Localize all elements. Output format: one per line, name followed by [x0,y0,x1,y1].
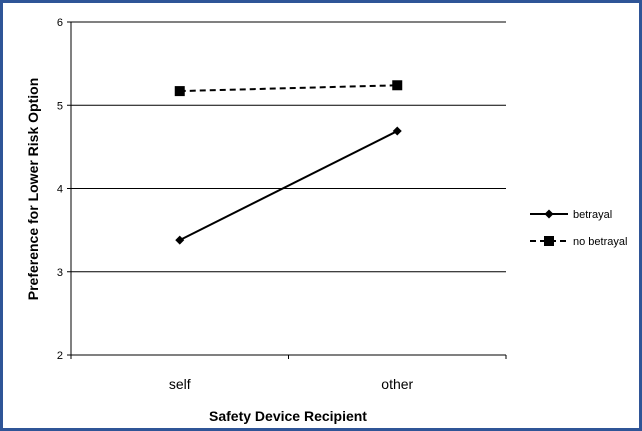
legend-marker [544,236,554,246]
y-tick-label: 6 [57,17,63,29]
y-tick-label: 3 [57,267,63,279]
data-point-betrayal [175,235,185,245]
y-tick-label: 5 [57,100,63,112]
data-point-no-betrayal [174,86,185,97]
legend: betrayal no betrayal [530,209,627,248]
legend-label: no betrayal [573,236,627,248]
axes [67,21,507,359]
x-tick-labels: self other [169,376,414,392]
legend-label: betrayal [573,209,612,221]
data-point-betrayal [392,126,402,136]
x-tick-label: self [169,376,191,392]
legend-marker [544,209,554,219]
legend-item-no-betrayal: no betrayal [530,236,627,248]
legend-item-betrayal: betrayal [530,209,612,221]
series-no-betrayal [174,80,403,97]
y-tick-label: 4 [57,184,63,196]
x-axis-title: Safety Device Recipient [209,408,367,424]
data-point-no-betrayal [392,80,403,91]
y-tick-labels: 2 3 4 5 6 [57,17,63,362]
gridlines [71,21,506,273]
series-line-no-betrayal [179,84,398,93]
y-axis-title: Preference for Lower Risk Option [25,78,41,301]
series-layer [174,80,403,245]
y-tick-label: 2 [57,350,63,362]
x-tick-label: other [381,376,413,392]
series-betrayal [175,126,402,245]
series-line-betrayal [179,130,398,242]
